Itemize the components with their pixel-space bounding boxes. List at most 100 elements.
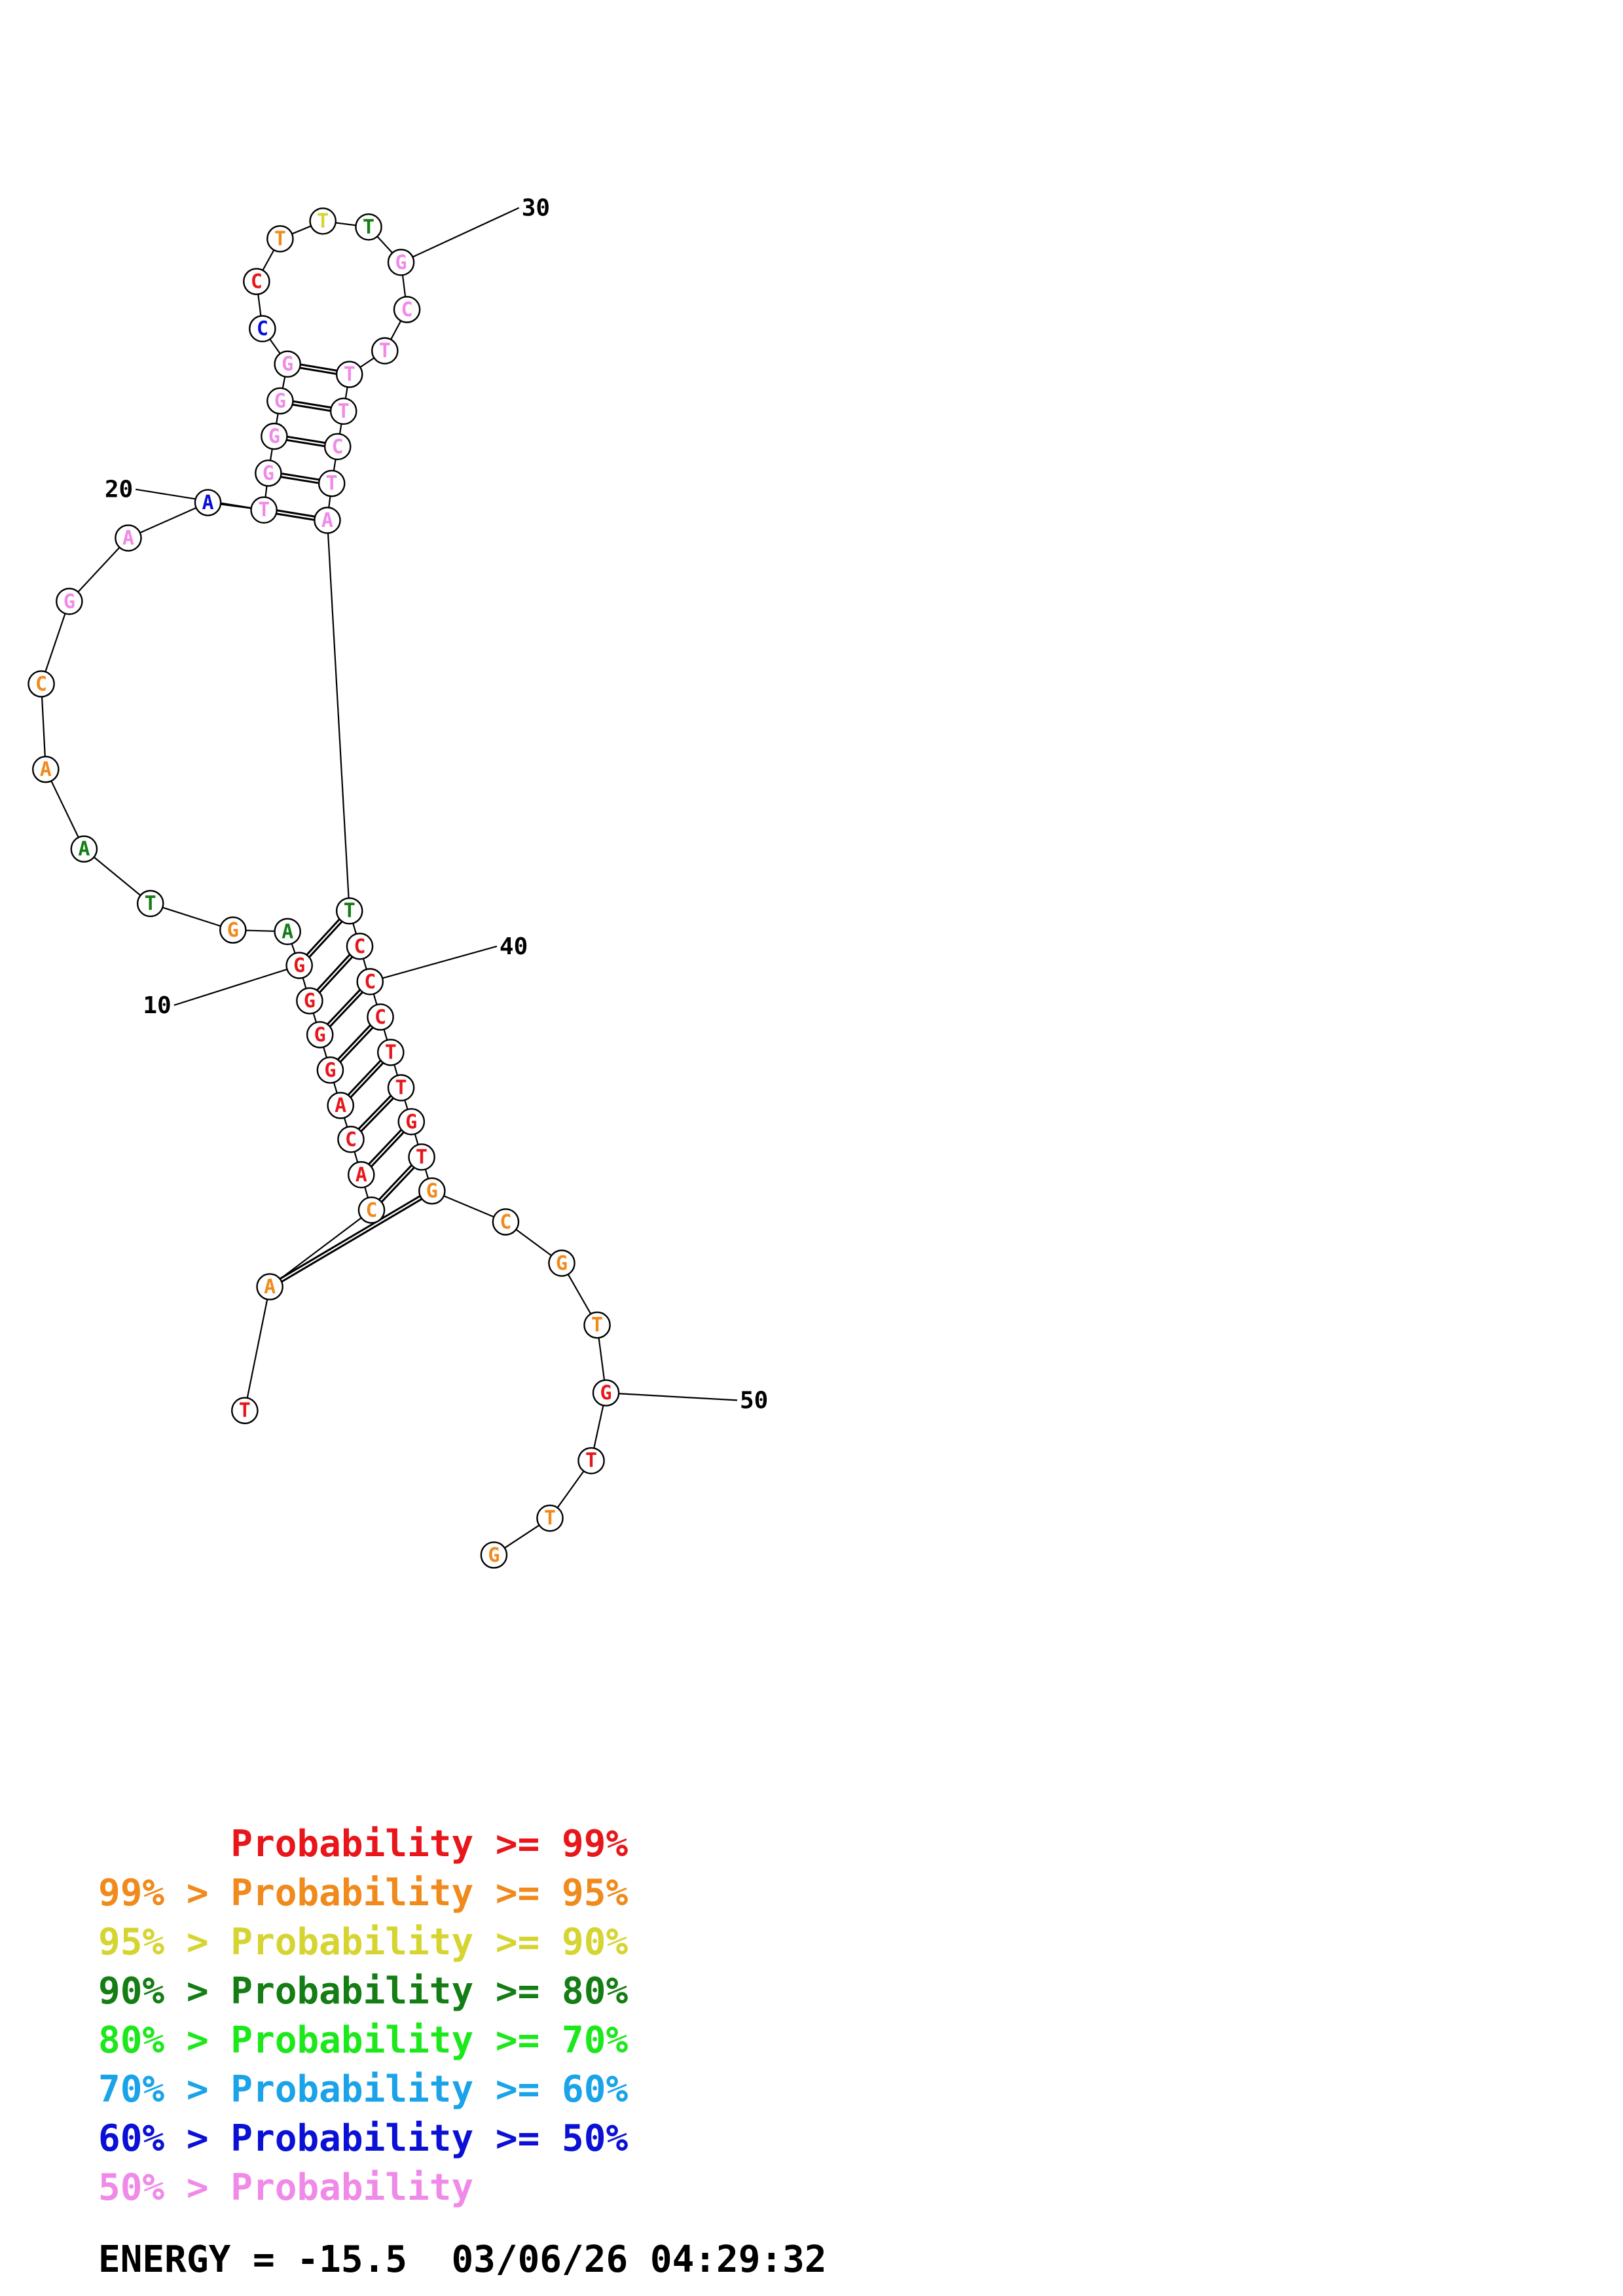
nucleotide-27: T bbox=[266, 225, 294, 253]
nucleotide-letter: G bbox=[395, 251, 407, 274]
nucleotide-1: T bbox=[231, 1397, 259, 1424]
nucleotide-15: A bbox=[32, 755, 60, 783]
base-pair-bond bbox=[329, 991, 363, 1028]
nucleotide-5: C bbox=[337, 1126, 365, 1153]
base-pair-bond bbox=[293, 400, 332, 409]
nucleotide-letter: T bbox=[416, 1146, 428, 1169]
base-pair-bond bbox=[347, 1060, 382, 1096]
nucleotide-49: T bbox=[583, 1311, 611, 1339]
nucleotide-46: G bbox=[418, 1177, 446, 1205]
nucleotide-circle bbox=[70, 835, 98, 863]
nucleotide-32: T bbox=[371, 337, 399, 365]
nucleotide-circle bbox=[318, 469, 346, 497]
base-pair-bond bbox=[299, 367, 337, 375]
position-label-layer: 10 20 30 40 50 bbox=[105, 195, 769, 1414]
nucleotide-circle bbox=[249, 315, 276, 342]
nucleotide-circle bbox=[583, 1311, 611, 1339]
nucleotide-letter: G bbox=[426, 1180, 438, 1203]
nucleotide-22: G bbox=[261, 422, 288, 450]
nucleotide-31: C bbox=[393, 296, 421, 323]
nucleotide-23: G bbox=[266, 387, 294, 415]
base-pair-bond bbox=[279, 1195, 421, 1280]
position-label-30: 30 bbox=[522, 195, 550, 222]
nucleotide-letter: G bbox=[324, 1059, 336, 1082]
base-pair-bond bbox=[276, 509, 316, 518]
base-pair-layer bbox=[276, 363, 423, 1283]
nucleotide-circle bbox=[418, 1177, 446, 1205]
nucleotide-40: C bbox=[356, 968, 384, 996]
legend-label: Probability >= 50% bbox=[230, 2117, 629, 2160]
legend-row-4: 90% > Probability >= 80% bbox=[98, 1967, 628, 2016]
nucleotide-letter: G bbox=[268, 425, 280, 448]
nucleotide-letter: T bbox=[379, 340, 391, 363]
nucleotide-circle bbox=[337, 1126, 365, 1153]
nucleotide-52: T bbox=[536, 1504, 564, 1532]
nucleotide-letter: A bbox=[321, 509, 333, 532]
nucleotide-letter: G bbox=[64, 590, 75, 613]
nucleotide-circle bbox=[243, 268, 270, 295]
nucleotide-letter: G bbox=[405, 1111, 417, 1134]
nucleotide-circle bbox=[397, 1107, 426, 1136]
nucleotide-circle bbox=[408, 1143, 435, 1171]
nucleotide-44: G bbox=[397, 1107, 426, 1136]
base-pair-bond bbox=[327, 989, 361, 1025]
nucleotide-letter: G bbox=[600, 1382, 612, 1405]
position-label-40: 40 bbox=[500, 933, 528, 960]
nucleotide-53: G bbox=[480, 1541, 508, 1569]
nucleotide-circle bbox=[387, 1074, 415, 1102]
nucleotide-circle bbox=[194, 489, 222, 516]
backbone-link bbox=[150, 903, 234, 931]
backbone-link bbox=[83, 848, 151, 905]
nucleotide-letter: T bbox=[363, 216, 374, 239]
nucleotide-17: G bbox=[56, 588, 83, 615]
nucleotide-25: C bbox=[249, 315, 276, 342]
nucleotide-circle bbox=[335, 361, 363, 388]
position-label-leader bbox=[606, 1392, 738, 1401]
nucleotide-circle bbox=[371, 337, 399, 365]
nucleotide-letter: T bbox=[239, 1399, 251, 1422]
nucleotide-letter: G bbox=[488, 1544, 500, 1567]
legend-label: Probability bbox=[230, 2166, 474, 2209]
nucleotide-36: T bbox=[318, 469, 346, 497]
energy-timestamp-line: ENERGY = -15.5 03/06/26 04:29:32 bbox=[98, 2238, 827, 2281]
nucleotide-circle bbox=[316, 1056, 344, 1084]
nucleotide-letter: C bbox=[35, 673, 47, 696]
nucleotide-circle bbox=[306, 1021, 334, 1049]
base-pair-bond bbox=[316, 954, 351, 991]
base-pair-bond bbox=[370, 1131, 405, 1168]
base-pair-bond bbox=[306, 918, 340, 956]
nucleotide-letter: T bbox=[258, 499, 270, 522]
nucleotide-circle bbox=[266, 225, 294, 253]
legend-label: Probability >= 99% bbox=[230, 1823, 629, 1865]
nucleotide-circle bbox=[136, 889, 164, 918]
backbone-link bbox=[41, 601, 70, 685]
legend-prefix bbox=[98, 1823, 230, 1865]
nucleotide-circle bbox=[347, 1161, 375, 1189]
nucleotide-circle bbox=[577, 1446, 605, 1475]
nucleotide-circle bbox=[592, 1379, 620, 1407]
nucleotide-letter: C bbox=[257, 317, 268, 340]
legend-row-6: 70% > Probability >= 60% bbox=[98, 2065, 628, 2114]
nucleotide-letter: C bbox=[374, 1006, 386, 1029]
nucleotide-letter: T bbox=[385, 1041, 397, 1064]
nucleotide-circle bbox=[314, 507, 341, 534]
base-pair-bond bbox=[368, 1129, 403, 1165]
legend-row-5: 80% > Probability >= 70% bbox=[98, 2016, 628, 2065]
base-pair-bond bbox=[300, 363, 338, 372]
legend-prefix: 60% > bbox=[98, 2117, 231, 2160]
nucleotide-12: G bbox=[219, 916, 247, 944]
probability-legend: Probability >= 99% 99% > Probability >= 9… bbox=[98, 1820, 628, 2212]
nucleotide-33: T bbox=[335, 361, 363, 388]
base-pair-bond bbox=[378, 1164, 412, 1200]
nucleotide-circle bbox=[480, 1541, 508, 1569]
nucleotide-letter: A bbox=[282, 920, 293, 943]
nucleotide-letter: A bbox=[40, 759, 52, 781]
legend-row-7: 60% > Probability >= 50% bbox=[98, 2114, 628, 2163]
nucleotide-circle bbox=[355, 213, 382, 241]
nucleotide-circle bbox=[357, 1196, 386, 1224]
nucleotide-6: A bbox=[327, 1092, 355, 1119]
nucleotide-letter: T bbox=[317, 210, 329, 233]
nucleotide-16: C bbox=[27, 670, 55, 698]
position-label-leader bbox=[401, 207, 520, 263]
nucleotide-letter: C bbox=[364, 971, 376, 994]
